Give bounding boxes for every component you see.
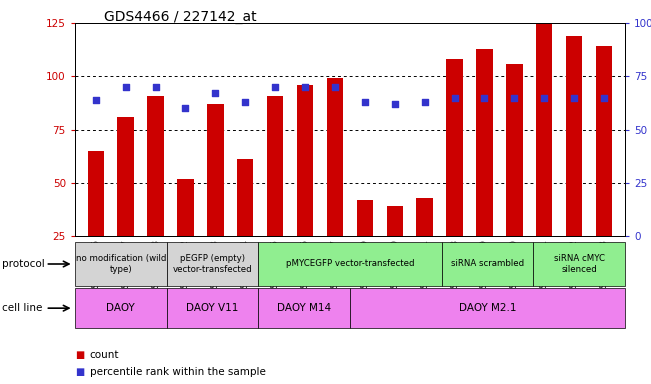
Bar <box>167 288 258 328</box>
Text: DAOY: DAOY <box>106 303 135 313</box>
Bar <box>237 159 253 290</box>
Bar <box>506 63 523 290</box>
Point <box>90 97 101 103</box>
Bar <box>596 46 612 290</box>
Text: protocol: protocol <box>2 259 45 269</box>
Text: pMYCEGFP vector-transfected: pMYCEGFP vector-transfected <box>286 260 414 268</box>
Text: DAOY M2.1: DAOY M2.1 <box>459 303 516 313</box>
Point <box>150 84 161 90</box>
Bar <box>207 104 223 290</box>
Bar <box>75 288 167 328</box>
Bar <box>327 78 343 290</box>
Text: GDS4466 / 227142_at: GDS4466 / 227142_at <box>104 10 256 23</box>
Text: percentile rank within the sample: percentile rank within the sample <box>90 367 266 377</box>
Point <box>270 84 281 90</box>
Bar <box>477 49 493 290</box>
Point <box>300 84 311 90</box>
Bar <box>267 96 283 290</box>
Bar <box>258 288 350 328</box>
Bar <box>417 198 433 290</box>
Point <box>539 94 549 101</box>
Point <box>389 101 400 107</box>
Point <box>569 94 579 101</box>
Point <box>449 94 460 101</box>
Point <box>359 99 370 105</box>
Point <box>120 84 131 90</box>
Text: DAOY M14: DAOY M14 <box>277 303 331 313</box>
Text: cell line: cell line <box>2 303 42 313</box>
Bar <box>75 242 167 286</box>
Bar <box>357 200 373 290</box>
Point <box>479 94 490 101</box>
Text: siRNA scrambled: siRNA scrambled <box>451 260 524 268</box>
Bar <box>387 206 403 290</box>
Text: no modification (wild
type): no modification (wild type) <box>76 254 166 274</box>
Bar <box>566 36 583 290</box>
Bar <box>350 288 625 328</box>
Bar <box>88 151 104 290</box>
Text: ■: ■ <box>75 367 84 377</box>
Bar <box>258 242 441 286</box>
Bar <box>177 179 194 290</box>
Point <box>509 94 519 101</box>
Text: ■: ■ <box>75 350 84 360</box>
Point <box>599 94 609 101</box>
Bar <box>447 59 463 290</box>
Bar <box>147 96 164 290</box>
Bar <box>297 85 313 290</box>
Point <box>180 105 191 111</box>
Bar <box>441 242 533 286</box>
Point <box>210 90 221 96</box>
Point <box>330 84 340 90</box>
Point <box>240 99 251 105</box>
Bar <box>117 117 134 290</box>
Bar <box>167 242 258 286</box>
Point <box>419 99 430 105</box>
Text: DAOY V11: DAOY V11 <box>186 303 238 313</box>
Text: count: count <box>90 350 119 360</box>
Text: pEGFP (empty)
vector-transfected: pEGFP (empty) vector-transfected <box>173 254 252 274</box>
Bar <box>536 23 553 290</box>
Bar <box>533 242 625 286</box>
Text: siRNA cMYC
silenced: siRNA cMYC silenced <box>553 254 605 274</box>
